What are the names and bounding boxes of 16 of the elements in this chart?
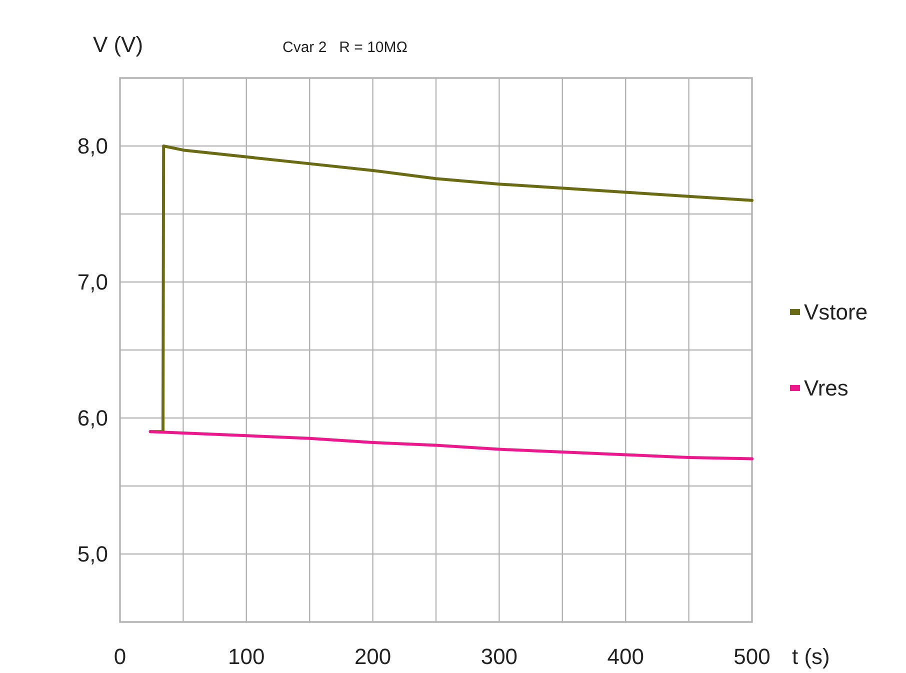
- legend-label: Vstore: [804, 300, 868, 325]
- y-tick-label: 8,0: [77, 134, 108, 159]
- x-tick-label: 200: [354, 644, 392, 669]
- x-axis-title: t (s): [792, 644, 830, 669]
- x-tick-label: 300: [480, 644, 518, 669]
- x-tick-label: 100: [228, 644, 265, 669]
- y-tick-label: 6,0: [77, 406, 108, 431]
- line-series: [148, 430, 754, 460]
- y-axis-title: V (V): [92, 32, 144, 57]
- y-tick-label: 5,0: [77, 542, 108, 567]
- x-tick-label: 0: [114, 644, 126, 669]
- x-tick-label: 400: [607, 644, 644, 669]
- chart-title: Cvar 2 R = 10MΩ: [282, 39, 408, 56]
- y-tick-label: 7,0: [77, 270, 108, 295]
- legend-label: Vres: [804, 376, 848, 401]
- x-tick-label: 500: [734, 644, 770, 669]
